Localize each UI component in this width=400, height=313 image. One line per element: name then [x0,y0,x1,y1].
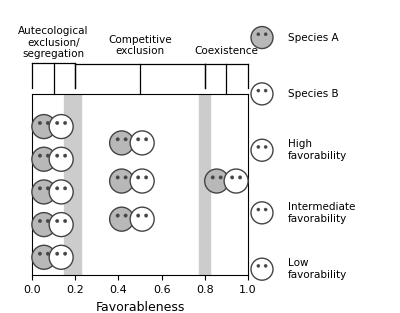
Text: Intermediate
favorability: Intermediate favorability [288,202,355,224]
Text: Species A: Species A [288,33,339,43]
Text: Competitive
exclusion: Competitive exclusion [108,35,172,56]
Text: Low
favorability: Low favorability [288,258,347,280]
Text: Species B: Species B [288,89,339,99]
Bar [199,94,210,275]
X-axis label: Favorableness: Favorableness [95,301,185,313]
Bar [64,94,81,275]
Text: Coexistence: Coexistence [194,46,258,56]
Text: High
favorability: High favorability [288,139,347,161]
Text: Autecological
exclusion/
segregation: Autecological exclusion/ segregation [18,26,89,59]
